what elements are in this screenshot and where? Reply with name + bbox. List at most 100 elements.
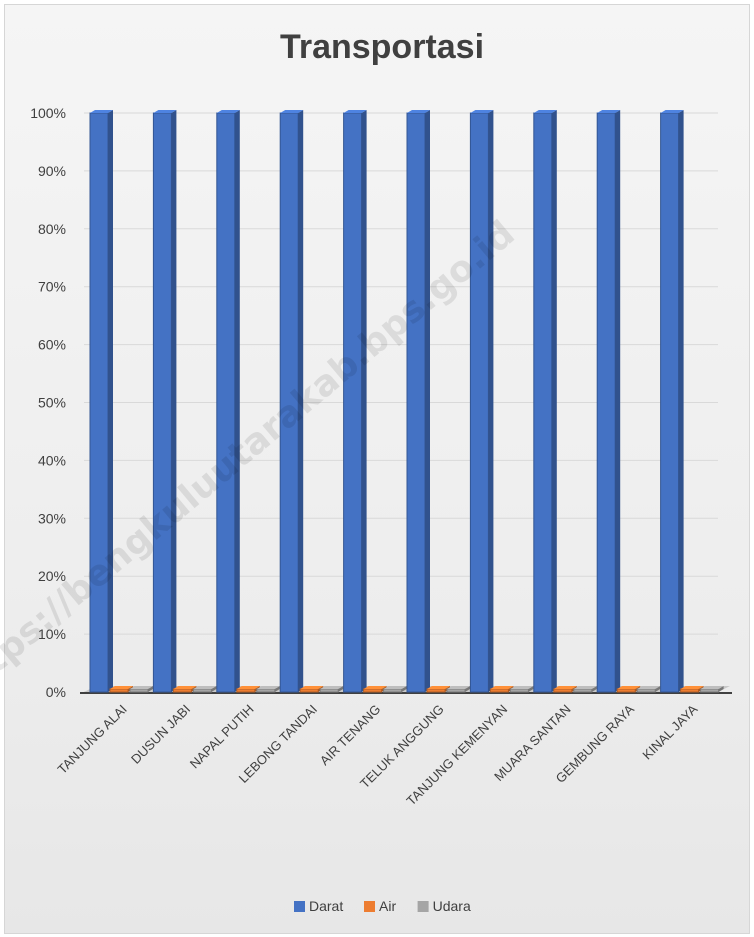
legend-label: Air xyxy=(379,898,396,914)
bar-darat xyxy=(469,110,494,693)
legend-label: Udara xyxy=(433,898,471,914)
bar-side xyxy=(465,686,470,692)
bar-front xyxy=(192,688,212,693)
bar-top xyxy=(383,686,407,689)
bar-top xyxy=(363,686,387,689)
bar-front xyxy=(680,688,700,693)
bar-side xyxy=(148,686,153,692)
bar-top xyxy=(553,686,577,689)
bar-front xyxy=(573,688,593,693)
bar-air xyxy=(236,686,260,693)
legend-swatch-udara xyxy=(417,901,429,912)
bar-top xyxy=(700,686,724,689)
x-tick-label: KINAL JAYA xyxy=(639,701,700,762)
bar-side xyxy=(171,110,177,692)
bar-side xyxy=(361,110,367,692)
bar-udara xyxy=(256,686,280,693)
bar-side xyxy=(234,110,240,692)
bar-udara xyxy=(383,686,407,693)
bar-front xyxy=(109,688,129,693)
watermark: https://bengkuluutarakab.bps.go.id xyxy=(0,213,523,709)
bar-front xyxy=(172,688,192,693)
bar-udara xyxy=(129,686,153,693)
bar-udara xyxy=(319,686,344,693)
bar-side xyxy=(591,686,597,692)
y-tick-label: 90% xyxy=(38,163,66,179)
bar-side xyxy=(678,110,684,692)
bar-front xyxy=(553,688,573,693)
bar-top xyxy=(407,110,430,113)
bar-side xyxy=(551,110,557,692)
y-tick-label: 80% xyxy=(38,221,66,237)
bar-front xyxy=(343,112,363,693)
bar-front xyxy=(363,688,383,693)
bar-top xyxy=(617,686,641,689)
bar-front xyxy=(216,112,236,693)
y-tick-label: 50% xyxy=(38,395,66,411)
bar-side xyxy=(298,110,304,692)
bar-side xyxy=(108,110,113,692)
bar-side xyxy=(718,686,724,692)
bar-front xyxy=(319,688,339,693)
bar-side xyxy=(528,686,534,692)
bar-top xyxy=(130,686,153,689)
bar-top xyxy=(90,110,113,113)
bar-front xyxy=(426,688,446,693)
y-tick-label: 30% xyxy=(38,510,66,526)
bar-darat xyxy=(216,110,240,693)
bar-top xyxy=(680,686,704,689)
bar-air xyxy=(426,686,450,693)
bar-top xyxy=(216,110,240,113)
bar-udara xyxy=(192,686,217,693)
bar-top xyxy=(490,686,514,689)
bars xyxy=(89,110,724,693)
bar-top xyxy=(236,686,260,689)
bar-side xyxy=(401,686,407,692)
y-tick-label: 40% xyxy=(38,452,66,468)
bar-front xyxy=(236,688,256,693)
bar-front xyxy=(616,688,636,693)
bar-front xyxy=(596,112,616,693)
bar-front xyxy=(489,688,509,693)
bar-front xyxy=(660,112,680,693)
bar-top xyxy=(573,686,597,689)
legend-swatch-air xyxy=(364,901,375,912)
bar-udara xyxy=(636,686,661,693)
x-tick-label: NAPAL PUTIH xyxy=(187,702,257,772)
bar-side xyxy=(274,686,280,692)
bar-top xyxy=(256,686,280,689)
bar-top xyxy=(637,686,661,689)
chart-title: Transportasi xyxy=(280,28,484,66)
bar-front xyxy=(383,688,403,693)
bar-top xyxy=(510,686,534,689)
bar-darat xyxy=(152,110,177,693)
bar-darat xyxy=(89,110,113,693)
bar-top xyxy=(193,686,217,689)
y-tick-label: 100% xyxy=(30,105,66,121)
bar-side xyxy=(211,686,217,692)
bar-udara xyxy=(446,686,470,693)
bar-top xyxy=(427,686,450,689)
bar-top xyxy=(153,110,177,113)
bar-side xyxy=(615,110,621,692)
bar-front xyxy=(406,112,426,693)
bar-front xyxy=(509,688,529,693)
y-tick-label: 60% xyxy=(38,337,66,353)
bar-front xyxy=(129,688,149,693)
legend: Darat Air Udara xyxy=(294,898,471,914)
gridlines xyxy=(80,112,732,694)
bar-front xyxy=(299,688,319,693)
bar-top xyxy=(173,686,197,689)
y-axis: 0% 10% 20% 30% 40% 50% 60% 70% 80% 90% 100% xyxy=(30,105,66,700)
bar-udara xyxy=(573,686,597,693)
chart-area xyxy=(4,4,750,934)
bar-side xyxy=(488,110,494,692)
bar-darat xyxy=(533,110,557,693)
bar-top xyxy=(660,110,684,113)
bar-top xyxy=(280,110,304,113)
bar-front xyxy=(700,688,720,693)
bar-side xyxy=(655,686,661,692)
bar-top xyxy=(447,686,470,689)
